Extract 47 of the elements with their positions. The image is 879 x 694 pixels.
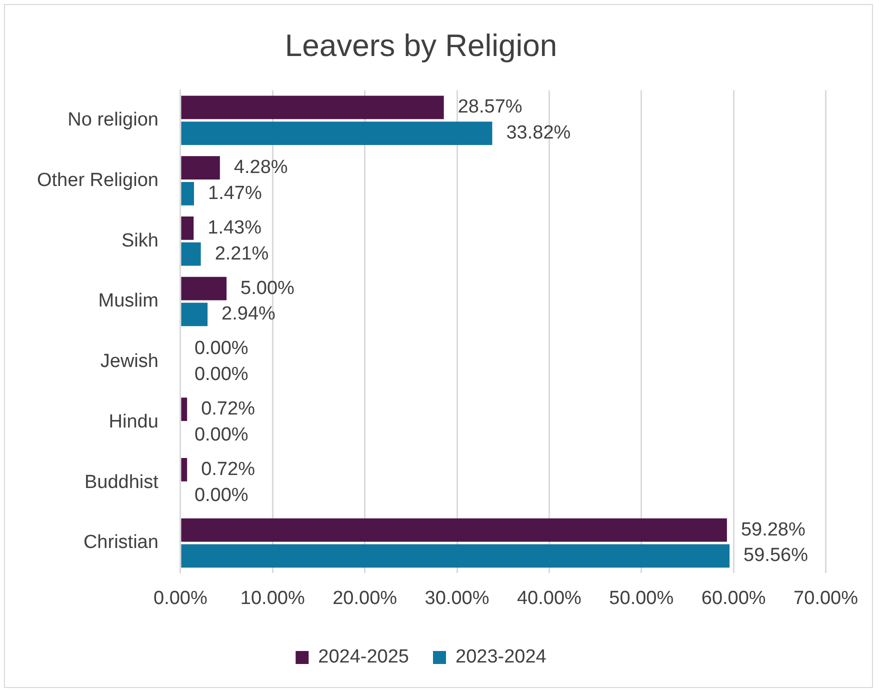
bar	[181, 122, 492, 146]
data-label: 0.72%	[201, 458, 256, 480]
data-label: 1.47%	[208, 182, 262, 204]
bar	[181, 156, 220, 180]
bar	[181, 276, 227, 300]
bar	[181, 216, 194, 240]
legend-label: 2023-2024	[456, 646, 547, 668]
y-tick-label: Muslim	[98, 290, 158, 312]
y-tick-label: Buddhist	[84, 472, 160, 493]
data-label: 1.43%	[208, 217, 262, 238]
data-label: 59.56%	[744, 545, 808, 566]
bar	[181, 96, 444, 120]
data-label: 59.28%	[740, 519, 806, 540]
y-tick-label: No religion	[68, 110, 158, 131]
bar	[181, 458, 188, 482]
data-label: 0.00%	[194, 484, 248, 506]
legend-label: 2024-2025	[318, 646, 410, 668]
x-tick-label: 0.00%	[154, 588, 208, 609]
bar	[181, 242, 201, 266]
data-label: 0.72%	[201, 398, 256, 420]
data-label: 0.00%	[194, 338, 248, 360]
y-tick-label: Hindu	[108, 411, 158, 432]
bar	[181, 398, 188, 421]
bar	[181, 518, 727, 542]
data-label: 2.94%	[222, 304, 276, 325]
chart-title: Leavers by Religion	[284, 28, 558, 64]
data-label: 28.57%	[458, 96, 522, 118]
y-tick-label: Sikh	[121, 230, 158, 252]
x-tick-label: 40.00%	[516, 588, 582, 609]
data-label: 33.82%	[506, 122, 571, 144]
x-tick-label: 70.00%	[794, 588, 858, 609]
data-label: 4.28%	[234, 157, 288, 178]
x-tick-label: 50.00%	[609, 588, 674, 609]
data-label: 0.00%	[194, 364, 248, 386]
data-label: 5.00%	[240, 278, 295, 299]
bar	[181, 182, 194, 206]
x-tick-label: 60.00%	[701, 588, 766, 609]
x-tick-label: 20.00%	[332, 588, 398, 609]
bar	[181, 302, 208, 326]
y-tick-label: Christian	[83, 532, 158, 554]
y-tick-label: Other Religion	[36, 170, 158, 191]
y-tick-label: Jewish	[100, 351, 158, 372]
data-label: 0.00%	[194, 424, 248, 446]
x-tick-label: 30.00%	[424, 588, 490, 609]
data-label: 2.21%	[214, 243, 269, 264]
x-tick-label: 10.00%	[240, 588, 305, 609]
bar	[181, 544, 730, 568]
